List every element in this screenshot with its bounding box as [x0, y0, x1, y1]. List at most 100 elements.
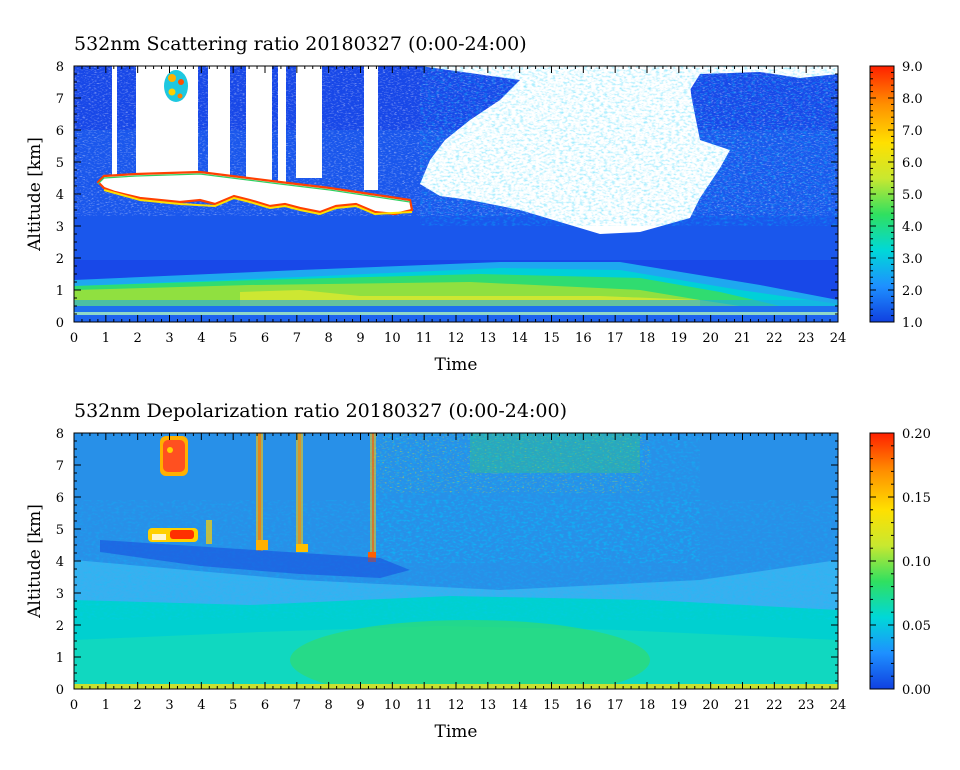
y-tick-label: 1 [56, 284, 64, 299]
colorbar-tick-label: 0.10 [902, 555, 931, 570]
x-tick-label: 18 [639, 331, 656, 346]
x-tick-label: 12 [448, 698, 465, 713]
x-tick-label: 7 [293, 331, 301, 346]
panel2-plot-area [74, 433, 838, 689]
x-tick-label: 3 [165, 331, 173, 346]
panel2-y-ticks: 0 1 2 3 4 5 6 7 8 [56, 427, 838, 698]
x-tick-label: 0 [70, 698, 78, 713]
x-tick-label: 9 [356, 331, 364, 346]
panel1-plot-area [74, 66, 838, 322]
x-tick-label: 2 [134, 698, 142, 713]
y-tick-label: 2 [56, 619, 64, 634]
x-tick-label: 23 [798, 698, 815, 713]
panel2-title: 532nm Depolarization ratio 20180327 (0:0… [74, 400, 567, 422]
x-tick-label: 6 [261, 698, 269, 713]
colorbar-tick-label: 6.0 [902, 156, 923, 171]
x-tick-label: 6 [261, 331, 269, 346]
y-tick-label: 1 [56, 651, 64, 666]
y-tick-label: 7 [56, 459, 64, 474]
x-tick-label: 11 [416, 331, 433, 346]
y-tick-label: 7 [56, 92, 64, 107]
x-tick-label: 11 [416, 698, 433, 713]
x-tick-label: 20 [702, 698, 719, 713]
y-tick-label: 5 [56, 523, 64, 538]
x-tick-label: 24 [830, 698, 847, 713]
x-tick-label: 5 [229, 331, 237, 346]
x-tick-label: 9 [356, 698, 364, 713]
x-tick-label: 14 [511, 698, 528, 713]
colorbar-tick-label: 0.05 [902, 619, 931, 634]
x-tick-label: 13 [480, 698, 497, 713]
panel1-high-cloud [164, 70, 188, 102]
x-tick-label: 15 [543, 331, 560, 346]
x-tick-label: 0 [70, 331, 78, 346]
colorbar-tick-label: 5.0 [902, 188, 923, 203]
x-tick-label: 21 [734, 331, 751, 346]
x-tick-label: 15 [543, 698, 560, 713]
x-tick-label: 16 [575, 698, 592, 713]
x-tick-label: 3 [165, 698, 173, 713]
x-tick-label: 8 [325, 331, 333, 346]
y-tick-label: 8 [56, 60, 64, 75]
panel2-xlabel: Time [435, 722, 478, 742]
y-tick-label: 3 [56, 220, 64, 235]
x-tick-label: 4 [197, 331, 205, 346]
x-tick-label: 8 [325, 698, 333, 713]
x-tick-label: 13 [480, 331, 497, 346]
y-tick-label: 0 [56, 316, 64, 331]
x-tick-label: 1 [102, 331, 110, 346]
colorbar-tick-label: 2.0 [902, 284, 923, 299]
panel2-cloud-base [100, 528, 410, 578]
colorbar-tick-label: 0.15 [902, 491, 931, 506]
colorbar-tick-label: 0.20 [902, 427, 931, 442]
y-tick-label: 3 [56, 587, 64, 602]
colorbar-tick-label: 7.0 [902, 124, 923, 139]
y-tick-label: 8 [56, 427, 64, 442]
panel1-cloud-layer [96, 170, 414, 216]
x-tick-label: 19 [671, 698, 688, 713]
y-tick-label: 4 [56, 188, 64, 203]
x-tick-label: 4 [197, 698, 205, 713]
x-tick-label: 17 [607, 331, 624, 346]
x-tick-label: 18 [639, 698, 656, 713]
y-tick-label: 5 [56, 156, 64, 171]
x-tick-label: 24 [830, 331, 847, 346]
x-tick-label: 16 [575, 331, 592, 346]
colorbar-tick-label: 0.00 [902, 683, 931, 698]
colorbar-tick-label: 1.0 [902, 316, 923, 331]
panel1-ylabel: Altitude [km] [25, 137, 45, 252]
x-tick-label: 12 [448, 331, 465, 346]
panel1-x-ticks: 0 1 2 3 4 5 6 7 8 9 10 11 12 13 14 15 16 17 18 19 20 21 22 23 24 [70, 66, 846, 346]
panel1-colorbar-ticks: 1.0 2.0 3.0 4.0 5.0 6.0 7.0 8.0 9.0 [870, 60, 923, 331]
colorbar-tick-label: 3.0 [902, 252, 923, 267]
x-tick-label: 19 [671, 331, 688, 346]
panel2-streaks [206, 433, 376, 561]
panel2-x-ticks: 0 1 2 3 4 5 6 7 8 9 10 11 12 13 14 15 16 17 18 19 20 21 22 23 24 [70, 433, 846, 713]
x-tick-label: 2 [134, 331, 142, 346]
x-tick-label: 1 [102, 698, 110, 713]
y-tick-label: 6 [56, 124, 64, 139]
y-tick-label: 4 [56, 555, 64, 570]
panel2-colorbar-ticks: 0.00 0.05 0.10 0.15 0.20 [870, 427, 931, 698]
x-tick-label: 22 [766, 698, 783, 713]
x-tick-label: 5 [229, 698, 237, 713]
y-tick-label: 6 [56, 491, 64, 506]
panel1-xlabel: Time [435, 355, 478, 375]
panel2-ice-cloud [160, 436, 188, 476]
x-tick-label: 21 [734, 698, 751, 713]
y-tick-label: 2 [56, 252, 64, 267]
x-tick-label: 10 [384, 331, 401, 346]
colorbar-tick-label: 4.0 [902, 220, 923, 235]
x-tick-label: 20 [702, 331, 719, 346]
x-tick-label: 23 [798, 331, 815, 346]
x-tick-label: 7 [293, 698, 301, 713]
panel1-y-ticks: 0 1 2 3 4 5 6 7 8 [56, 60, 838, 331]
x-tick-label: 17 [607, 698, 624, 713]
x-tick-label: 14 [511, 331, 528, 346]
x-tick-label: 22 [766, 331, 783, 346]
colorbar-tick-label: 9.0 [902, 60, 923, 75]
panel1-title: 532nm Scattering ratio 20180327 (0:00-24… [74, 33, 527, 55]
x-tick-label: 10 [384, 698, 401, 713]
y-tick-label: 0 [56, 683, 64, 698]
